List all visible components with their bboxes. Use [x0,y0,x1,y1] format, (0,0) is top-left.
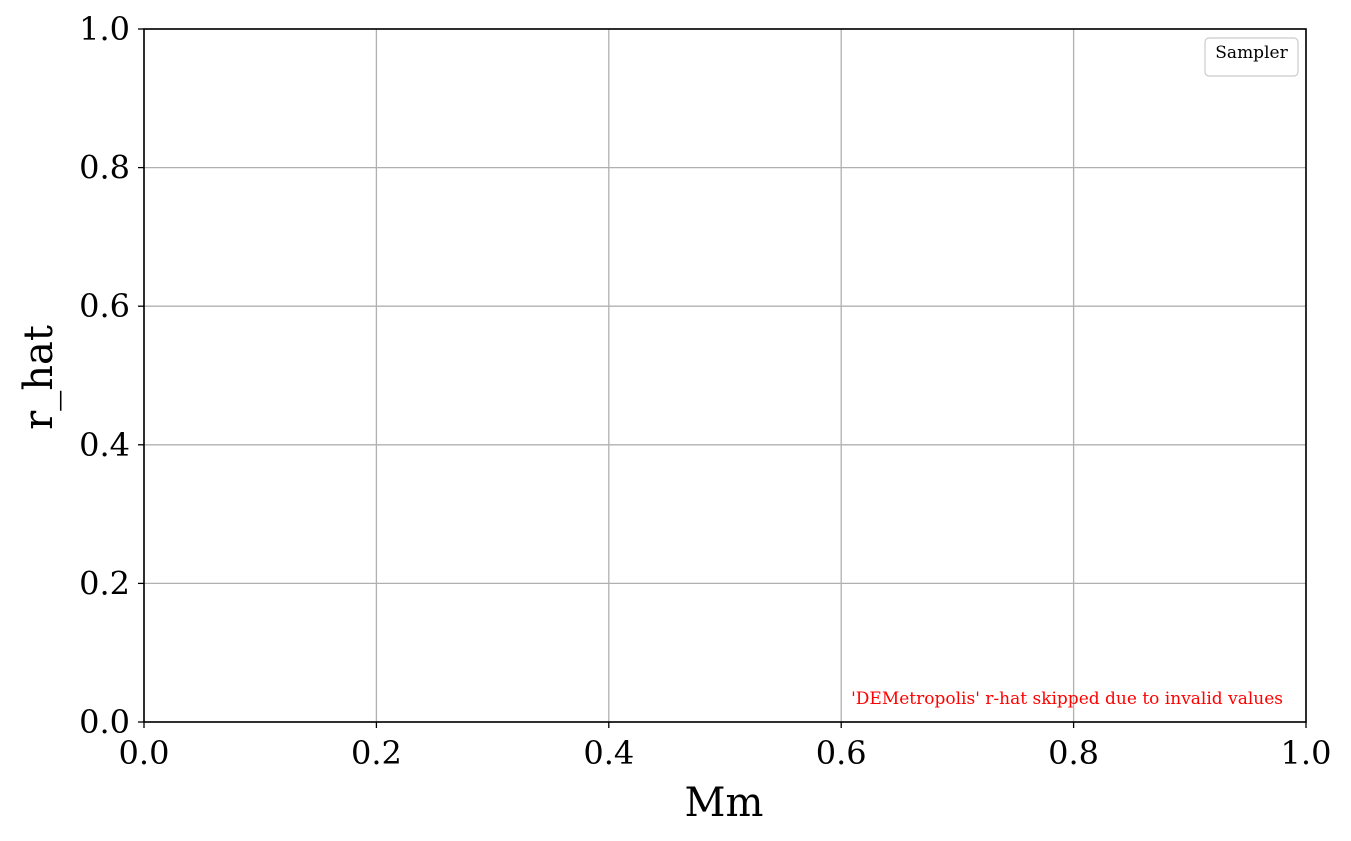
y-tick-label: 0.6 [79,287,130,325]
legend-box [1204,37,1299,77]
x-tick-label: 0.4 [583,734,634,772]
y-tick-label: 1.0 [79,10,130,48]
grid [143,28,1307,723]
x-tick-label: 1.0 [1281,734,1332,772]
y-tick-label: 0.4 [79,426,130,464]
x-axis: 0.0 0.2 0.4 0.6 0.8 1.0 [119,722,1332,772]
y-tick-label: 0.0 [79,703,130,741]
skip-annotation: 'DEMetropolis' r-hat skipped due to inva… [851,689,1283,709]
axes-frame [143,28,1307,723]
x-tick-label: 0.2 [351,734,402,772]
y-tick-label: 0.2 [79,564,130,602]
x-tick-label: 0.8 [1048,734,1099,772]
x-tick-label: 0.6 [816,734,867,772]
y-tick-label: 0.8 [79,149,130,187]
legend: Sampler [1204,37,1299,77]
y-axis-label: r_hat [16,325,62,430]
y-axis: 0.0 0.2 0.4 0.6 0.8 1.0 [79,10,144,741]
x-axis-label: Mm [685,780,764,826]
x-tick-label: 0.0 [119,734,170,772]
legend-title: Sampler [1215,43,1288,63]
